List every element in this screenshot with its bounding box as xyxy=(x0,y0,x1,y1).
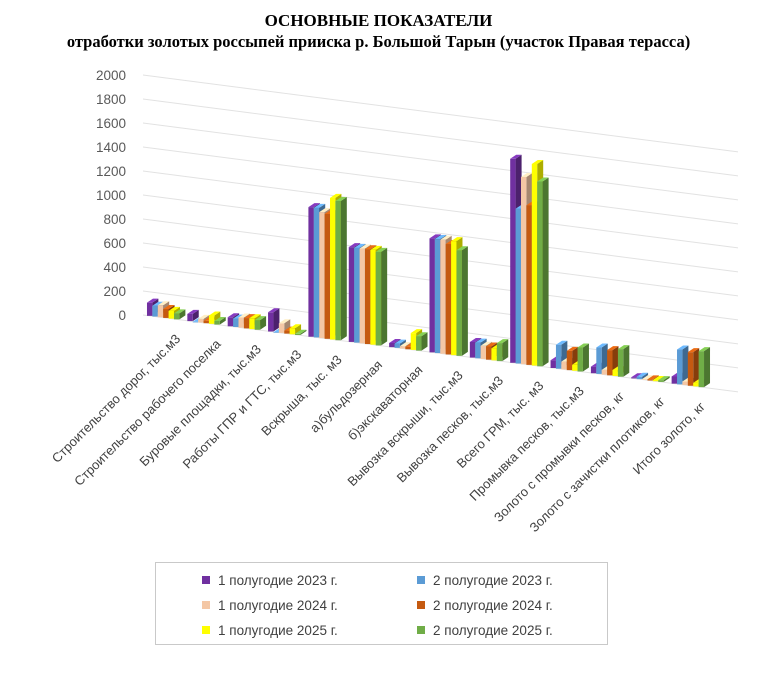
gridlines xyxy=(142,74,739,393)
x-tick-label: Всего ГРМ, тыс. м3 xyxy=(454,378,547,471)
bar xyxy=(496,339,509,362)
y-tick-label: 1000 xyxy=(96,188,126,203)
legend-swatch xyxy=(417,626,425,634)
y-tick-label: 1400 xyxy=(96,140,126,155)
legend-label: 1 полугодие 2025 г. xyxy=(218,622,338,638)
bar xyxy=(577,343,589,372)
legend-item: 2 полугодие 2024 г. xyxy=(417,596,553,614)
legend-swatch xyxy=(417,576,425,584)
bar xyxy=(295,329,307,335)
bar xyxy=(173,309,186,320)
y-tick-label: 1200 xyxy=(96,164,126,179)
y-tick-label: 400 xyxy=(103,260,126,275)
chart-legend: 1 полугодие 2023 г. 2 полугодие 2023 г. 1 … xyxy=(155,562,608,645)
bar xyxy=(537,177,549,367)
bar xyxy=(456,246,468,356)
bar xyxy=(698,347,711,388)
legend-item: 1 полугодие 2023 г. xyxy=(202,571,338,589)
bar xyxy=(375,247,388,346)
bar xyxy=(268,308,280,332)
bar xyxy=(636,372,649,380)
bar xyxy=(254,316,267,330)
legend-swatch xyxy=(202,576,210,584)
legend-label: 1 полугодие 2023 г. xyxy=(218,572,338,588)
x-tick-label: Вскрыша, тыс. м3 xyxy=(258,352,345,439)
bar xyxy=(289,324,302,335)
bar xyxy=(416,332,428,351)
legend-label: 2 полугодие 2025 г. xyxy=(433,622,553,638)
legend-item: 2 полугодие 2023 г. xyxy=(417,571,553,589)
y-axis-ticks: 0 200 400 600 800 1000 1200 1400 1600 1800 2000 xyxy=(96,68,126,323)
legend-swatch xyxy=(417,601,425,609)
y-tick-label: 0 xyxy=(118,308,126,323)
gridline xyxy=(142,98,739,177)
chart-title-line-2: отработки золотых россыпей прииска р. Бо… xyxy=(66,32,691,51)
bar xyxy=(596,343,608,374)
legend-label: 2 полугодие 2024 г. xyxy=(433,597,553,613)
bar xyxy=(335,197,347,341)
bar xyxy=(687,348,700,386)
legend-label: 1 полугодие 2024 г. xyxy=(218,597,338,613)
gridline xyxy=(142,194,739,273)
y-tick-label: 800 xyxy=(103,212,126,227)
legend-item: 2 полугодие 2025 г. xyxy=(417,621,553,639)
bar xyxy=(214,316,226,325)
legend-item: 1 полугодие 2024 г. xyxy=(202,596,338,614)
legend-swatch xyxy=(202,601,210,609)
bar xyxy=(658,376,670,382)
y-tick-label: 1800 xyxy=(96,92,126,107)
y-tick-label: 600 xyxy=(103,236,126,251)
chart-title-line-1: ОСНОВНЫЕ ПОКАЗАТЕЛИ xyxy=(264,11,493,30)
gridline xyxy=(142,74,739,153)
gridline xyxy=(142,146,739,225)
bar xyxy=(187,309,199,322)
legend-label: 2 полугодие 2023 г. xyxy=(433,572,553,588)
bar xyxy=(677,345,689,385)
y-tick-label: 2000 xyxy=(96,68,126,83)
y-tick-label: 200 xyxy=(103,284,126,299)
bars xyxy=(146,154,711,388)
legend-swatch xyxy=(202,626,210,634)
gridline xyxy=(142,170,739,249)
legend-item: 1 полугодие 2025 г. xyxy=(202,621,338,639)
gridline xyxy=(142,122,739,201)
bar xyxy=(617,345,630,377)
y-tick-label: 1600 xyxy=(96,116,126,131)
